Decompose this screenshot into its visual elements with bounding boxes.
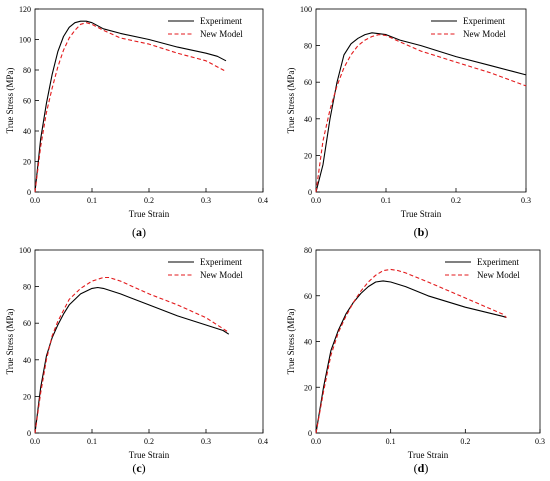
series-line-experiment <box>34 20 227 193</box>
y-axis-title: True Stress (MPa) <box>5 309 15 375</box>
legend-label: New Model <box>477 270 520 280</box>
y-tick-label: 40 <box>304 338 312 347</box>
series-line-new-model <box>315 34 527 193</box>
plot-frame <box>315 8 527 193</box>
x-tick-label: 0.1 <box>386 437 396 446</box>
x-tick-label: 0.1 <box>87 437 97 446</box>
x-tick-label: 0.4 <box>258 196 268 205</box>
x-tick-label: 0.3 <box>201 196 211 205</box>
series-line-experiment <box>315 32 527 193</box>
legend-label: Experiment <box>200 257 242 267</box>
y-axis-title: True Stress (MPa) <box>5 68 15 134</box>
y-tick-label: 20 <box>304 383 312 392</box>
panel-caption: (b) <box>414 225 429 239</box>
x-tick-label: 0.0 <box>30 196 40 205</box>
x-tick-label: 0.4 <box>258 437 268 446</box>
y-tick-label: 60 <box>304 292 312 301</box>
x-tick-label: 0.3 <box>535 437 545 446</box>
legend-label: Experiment <box>477 257 519 267</box>
y-tick-label: 0 <box>27 188 31 197</box>
y-tick-label: 40 <box>23 127 31 136</box>
y-tick-label: 80 <box>304 246 312 255</box>
y-tick-label: 100 <box>19 36 31 45</box>
x-axis-title: True Strain <box>129 209 170 219</box>
y-tick-label: 80 <box>304 42 312 51</box>
chart-panel-b: 0.0 0.1 0.2 0.3 0 20 40 60 80 100 True Strain True … <box>286 5 531 239</box>
legend-label: New Model <box>200 29 243 39</box>
series-line-new-model <box>34 22 227 193</box>
y-tick-label: 60 <box>304 78 312 87</box>
series-line-experiment <box>315 280 507 434</box>
x-tick-label: 0.0 <box>311 437 321 446</box>
x-tick-label: 0.1 <box>87 196 97 205</box>
y-tick-label: 0 <box>27 429 31 438</box>
panel-caption-letter: d <box>418 461 425 475</box>
x-tick-label: 0.3 <box>201 437 211 446</box>
legend: Experiment New Model <box>431 16 506 39</box>
panel-caption: (a) <box>132 225 146 239</box>
panel-caption-letter: c <box>136 461 142 475</box>
x-axis-title: True Strain <box>408 450 449 460</box>
chart-panel-a: 0.0 0.1 0.2 0.3 0.4 0 20 40 60 80 100 120 True Strai… <box>5 5 268 239</box>
legend: Experiment New Model <box>445 257 520 280</box>
y-tick-label: 60 <box>23 97 31 106</box>
panel-caption-letter: b <box>418 225 425 239</box>
panel-caption: (c) <box>132 461 145 475</box>
x-tick-label: 0.2 <box>144 437 154 446</box>
panel-caption-letter: a <box>136 225 142 239</box>
y-tick-label: 40 <box>23 356 31 365</box>
legend-label: Experiment <box>463 16 505 26</box>
x-tick-label: 0.0 <box>30 437 40 446</box>
x-tick-label: 0.3 <box>521 196 531 205</box>
y-tick-label: 80 <box>23 66 31 75</box>
series-line-new-model <box>315 268 507 434</box>
y-tick-label: 20 <box>304 151 312 160</box>
y-tick-label: 80 <box>23 283 31 292</box>
y-tick-label: 100 <box>300 5 312 14</box>
legend-label: Experiment <box>200 16 242 26</box>
legend: Experiment New Model <box>168 16 243 39</box>
y-tick-label: 20 <box>23 392 31 401</box>
x-axis-title: True Strain <box>129 450 170 460</box>
legend: Experiment New Model <box>168 257 243 280</box>
y-tick-label: 40 <box>304 115 312 124</box>
x-axis-title: True Strain <box>401 209 442 219</box>
y-tick-label: 0 <box>308 188 312 197</box>
chart-panel-d: 0.0 0.1 0.2 0.3 0 20 40 60 80 True Strain True Str… <box>286 246 545 475</box>
y-tick-label: 100 <box>19 246 31 255</box>
y-axis-title: True Stress (MPa) <box>286 309 296 375</box>
x-tick-label: 0.0 <box>311 196 321 205</box>
legend-label: New Model <box>200 270 243 280</box>
y-tick-label: 0 <box>308 429 312 438</box>
x-tick-label: 0.1 <box>381 196 391 205</box>
y-tick-label: 120 <box>19 5 31 14</box>
legend-label: New Model <box>463 29 506 39</box>
y-tick-label: 60 <box>23 319 31 328</box>
panel-caption: (d) <box>414 461 429 475</box>
chart-panel-c: 0.0 0.1 0.2 0.3 0.4 0 20 40 60 80 100 True Strain Tr… <box>5 246 268 475</box>
x-tick-label: 0.2 <box>460 437 470 446</box>
x-tick-label: 0.2 <box>144 196 154 205</box>
series-line-experiment <box>34 286 230 434</box>
y-tick-label: 20 <box>23 158 31 167</box>
y-axis-title: True Stress (MPa) <box>286 68 296 134</box>
series-line-new-model <box>34 276 230 434</box>
x-tick-label: 0.2 <box>451 196 461 205</box>
